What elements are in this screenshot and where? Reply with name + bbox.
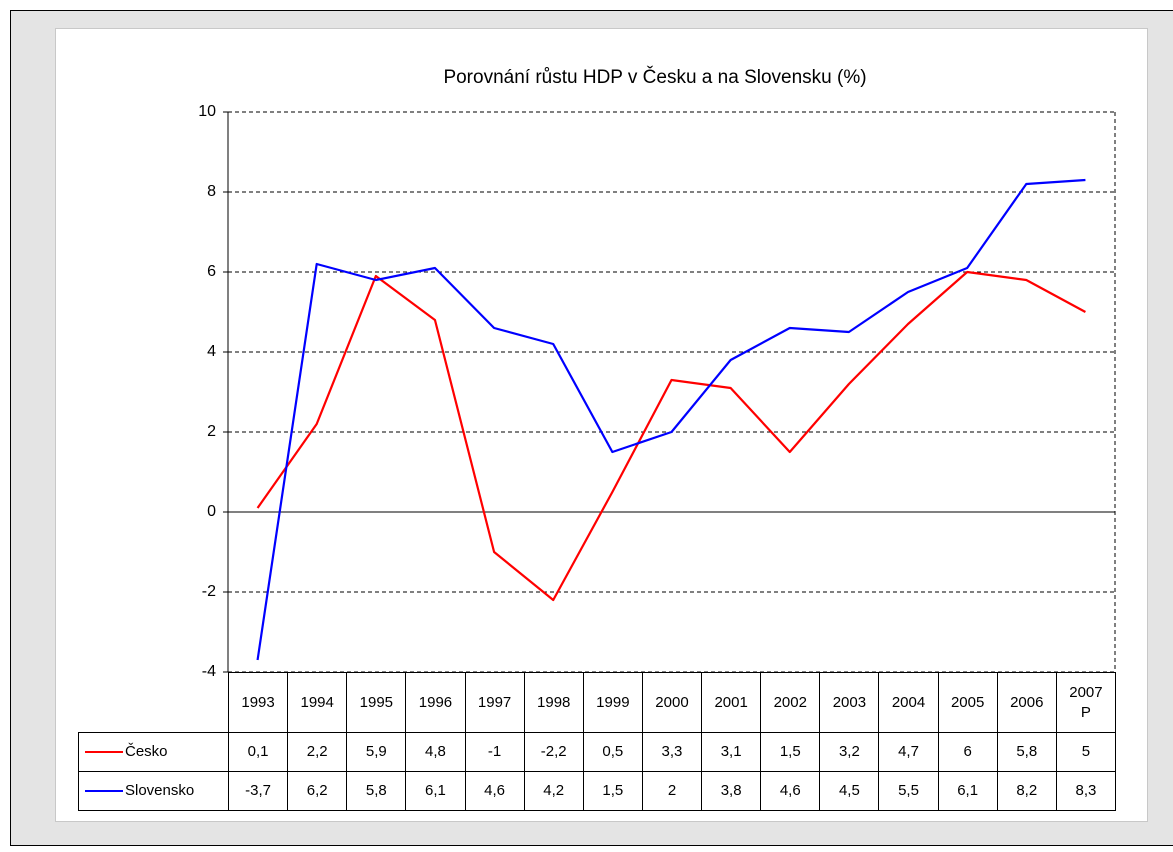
data-label: -3,7 (228, 771, 289, 811)
y-tick-label: -2 (202, 583, 216, 600)
data-label: 4,7 (878, 732, 939, 772)
x-tick-label: 1993 (228, 672, 289, 733)
x-tick-label: 2003 (819, 672, 880, 733)
x-tick-label: 2007 P (1055, 672, 1116, 733)
y-tick-label: 0 (207, 503, 216, 520)
data-label: 4,2 (523, 771, 584, 811)
x-tick-label: 1998 (523, 672, 584, 733)
data-label: -2,2 (523, 732, 584, 772)
legend-entry: Slovensko (78, 771, 229, 811)
legend-label: Slovensko (125, 782, 195, 799)
data-label: 0,1 (228, 732, 289, 772)
data-label: 3,2 (819, 732, 880, 772)
x-tick-label: 2006 (996, 672, 1057, 733)
data-label: 6 (937, 732, 998, 772)
x-tick-label: 2001 (701, 672, 762, 733)
data-label: 3,3 (641, 732, 703, 772)
data-label: 5 (1055, 732, 1116, 772)
data-label: 2 (641, 771, 703, 811)
data-line (256, 178, 1086, 661)
x-tick-label: 1995 (346, 672, 407, 733)
data-label: 8,2 (996, 771, 1057, 811)
y-tick-label: 10 (198, 103, 216, 120)
x-tick-label: 1997 (464, 672, 525, 733)
data-line (256, 270, 1086, 602)
data-label: 1,5 (760, 732, 821, 772)
data-label: 6,2 (287, 771, 348, 811)
legend-swatch (85, 751, 123, 753)
data-label: 6,1 (937, 771, 998, 811)
chart-title: Porovnání růstu HDP v Česku a na Slovens… (443, 66, 866, 88)
legend-entry: Česko (78, 732, 229, 772)
data-label: 2,2 (287, 732, 348, 772)
y-tick-label: 6 (207, 263, 216, 280)
data-label: 6,1 (405, 771, 466, 811)
x-tick-label: 1996 (405, 672, 466, 733)
data-label: -1 (464, 732, 525, 772)
data-label: 4,6 (464, 771, 525, 811)
data-label: 1,5 (582, 771, 643, 811)
x-tick-label: 1994 (287, 672, 348, 733)
data-label: 4,5 (819, 771, 880, 811)
legend-swatch (85, 790, 123, 792)
data-label: 5,5 (878, 771, 939, 811)
y-tick-label: 2 (207, 423, 216, 440)
data-label: 3,1 (701, 732, 762, 772)
legend-label: Česko (125, 743, 168, 760)
y-tick-label: 4 (207, 343, 216, 360)
data-label: 5,8 (346, 771, 407, 811)
data-label: 5,8 (996, 732, 1057, 772)
x-tick-label: 2000 (641, 672, 703, 733)
x-tick-label: 2005 (937, 672, 998, 733)
data-label: 4,6 (760, 771, 821, 811)
x-tick-label: 2004 (878, 672, 939, 733)
x-tick-label: 1999 (582, 672, 643, 733)
data-label: 3,8 (701, 771, 762, 811)
x-tick-label: 2002 (760, 672, 821, 733)
data-label: 4,8 (405, 732, 466, 772)
data-label: 5,9 (346, 732, 407, 772)
y-tick-label: -4 (202, 663, 216, 680)
data-label: 8,3 (1055, 771, 1116, 811)
data-label: 0,5 (582, 732, 643, 772)
y-tick-label: 8 (207, 183, 216, 200)
